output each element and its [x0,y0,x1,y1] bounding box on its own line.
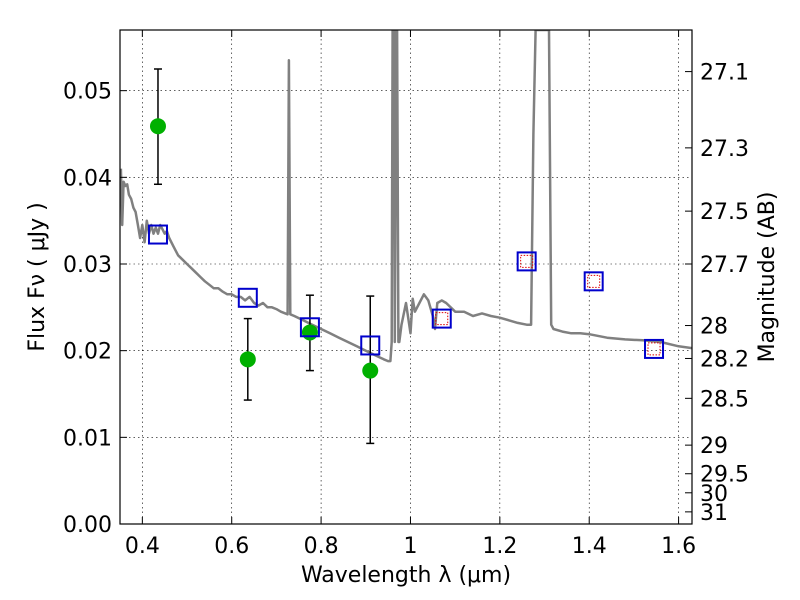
right-tick-label: 28.2 [700,347,749,372]
x-tick-label: 1.2 [482,534,517,559]
x-tick-label: 0.8 [304,534,339,559]
right-tick-label: 28.5 [700,387,749,412]
right-tick-label: 29.5 [700,463,749,488]
plot-area [120,30,692,445]
right-tick-label: 29 [700,434,728,459]
x-axis-label: Wavelength λ (μm) [301,563,511,588]
model-band-flux-square [644,338,665,359]
model-band-flux-square [431,308,452,329]
right-tick-label: 27.3 [700,137,749,162]
y-tick-label: 0.05 [63,80,112,105]
x-tick-label: 1.6 [661,534,696,559]
upper-limit-square [587,274,601,288]
observed-flux-point [239,351,256,368]
upper-limit-square [520,254,534,268]
right-tick-label: 27.1 [700,61,749,86]
observed-flux-point [149,118,166,135]
right-tick-label: 27.7 [700,253,749,278]
x-tick-label: 0.4 [125,534,160,559]
y-axis-label: Flux Fν ( μJy ) [25,202,50,351]
model-band-flux-square [516,251,537,272]
ticks: 0.4 0.6 0.8 1 1.2 1.4 1.6 0.00 0.01 0.02 0.03 0.04 0… [63,30,749,559]
right-tick-label: 31 [700,501,728,526]
model-band-flux-square [147,224,168,245]
plot-clipped-group [120,30,692,445]
y-tick-label: 0.01 [63,426,112,451]
y-tick-label: 0.00 [63,513,112,538]
x-tick-label: 1 [403,534,417,559]
x-tick-label: 1.4 [572,534,607,559]
model-band-flux-square [360,335,381,356]
model-band-flux-square [299,317,320,338]
right-axis-label: Magnitude (AB) [755,192,780,363]
model-band-flux-square [583,271,604,292]
right-tick-label: 28 [700,315,728,340]
upper-limit-square [435,312,449,326]
observed-flux-point [301,324,318,341]
y-tick-label: 0.04 [63,166,112,191]
right-tick-label: 27.5 [700,200,749,225]
observed-flux-point [362,362,379,379]
axes-frame [119,29,693,525]
right-tick-label: 30 [700,482,728,507]
model-band-flux-square [237,287,258,308]
x-tick-label: 0.6 [214,534,249,559]
upper-limit-square [647,342,661,356]
y-tick-label: 0.03 [63,253,112,278]
y-tick-label: 0.02 [63,340,112,365]
